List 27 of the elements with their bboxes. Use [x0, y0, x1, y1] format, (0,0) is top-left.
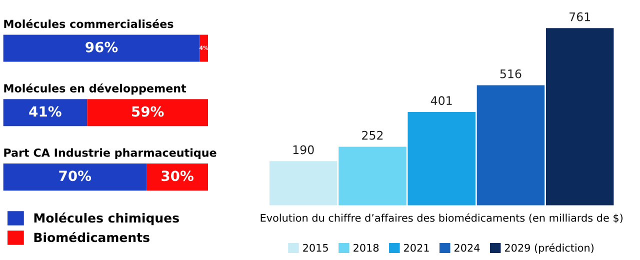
legend-label: 2029 (prédiction)	[504, 243, 594, 254]
bar	[3, 99, 88, 126]
legend-label: Molécules chimiques	[34, 212, 179, 226]
data-label: 41%	[29, 106, 62, 117]
category-label: Molécules commercialisées	[4, 19, 174, 28]
data-label: 761	[570, 12, 590, 22]
category-label: Part CA Industrie pharmaceutique	[4, 148, 216, 160]
category-label: Molécules en développement	[4, 83, 186, 95]
legend-label: 2018	[354, 244, 379, 252]
data-label: 516	[500, 69, 522, 78]
data-label: 70%	[59, 170, 92, 182]
data-label: 30%	[162, 170, 194, 182]
legend-label: 2024	[454, 244, 480, 252]
data-label: 190	[293, 145, 314, 154]
bar	[146, 164, 208, 191]
x-axis-title: Evolution du chiffre d’affaires des biomédicaments (en milliards de $)	[260, 213, 623, 224]
bar	[3, 164, 147, 191]
data-label: 59%	[132, 106, 164, 117]
data-label: 401	[430, 96, 452, 106]
data-label: 252	[362, 130, 383, 140]
bar	[87, 99, 208, 126]
bar	[3, 34, 200, 62]
legend-label: Biomédicaments	[34, 232, 150, 242]
legend-label: 2021	[404, 244, 429, 252]
data-label: 96%	[86, 42, 118, 52]
legend-label: 2015	[303, 244, 328, 252]
bar	[200, 34, 208, 62]
